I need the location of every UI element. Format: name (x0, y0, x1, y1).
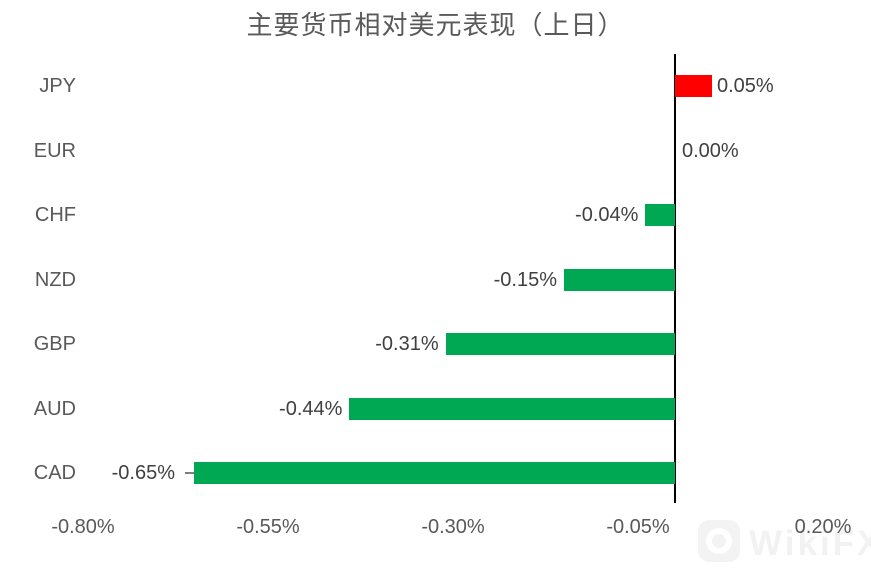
bar-cad (194, 462, 675, 484)
chart-title: 主要货币相对美元表现（上日） (246, 11, 625, 40)
x-tick-label: 0.20% (794, 516, 852, 538)
category-label-eur: EUR (33, 139, 76, 162)
value-label-eur: 0.00% (682, 139, 739, 162)
x-tick-label: -0.30% (421, 516, 485, 538)
zero-axis-line (674, 54, 676, 503)
bar-jpy (675, 75, 712, 97)
value-label-cad: -0.65% (111, 462, 175, 484)
category-label-jpy: JPY (39, 75, 76, 97)
bar-nzd (564, 268, 675, 291)
category-label-gbp: GBP (33, 333, 76, 355)
watermark-text: WikiFX (749, 523, 871, 563)
value-label-chf: -0.04% (575, 204, 639, 226)
bar-gbp (445, 333, 675, 355)
value-label-aud: -0.44% (279, 397, 343, 420)
value-label-jpy: 0.05% (717, 75, 774, 97)
bar-chf (645, 204, 675, 226)
value-label-leader-line (185, 472, 194, 474)
x-tick-label: -0.80% (51, 516, 115, 538)
bar-aud (349, 397, 675, 420)
category-label-cad: CAD (33, 462, 76, 484)
x-tick-label: -0.05% (606, 516, 670, 538)
watermark: WikiFX (697, 518, 871, 569)
category-label-aud: AUD (33, 397, 76, 420)
x-tick-label: -0.55% (236, 516, 300, 538)
value-label-gbp: -0.31% (375, 333, 439, 355)
category-label-chf: CHF (34, 204, 76, 226)
wikifx-logo-icon (697, 518, 741, 569)
category-label-nzd: NZD (34, 268, 76, 291)
value-label-nzd: -0.15% (493, 268, 557, 291)
